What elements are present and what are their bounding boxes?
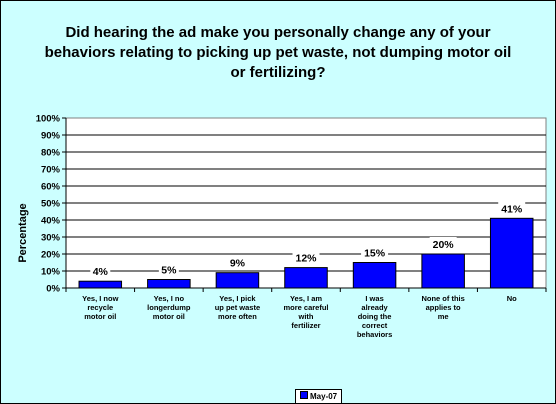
x-tick-label-line: recycle xyxy=(87,303,113,312)
x-tick-label-line: me xyxy=(438,312,449,321)
bar xyxy=(352,262,397,289)
bar xyxy=(147,279,191,289)
data-label-bg xyxy=(429,237,457,251)
x-tick-label-line: Yes, I am xyxy=(290,294,322,303)
y-tick-label: 100% xyxy=(36,114,61,125)
x-tick-label: Yes, I pick up pet waste more often xyxy=(215,294,260,321)
x-tick-label-line: longerdump xyxy=(147,303,191,312)
y-tick-label: 20% xyxy=(41,250,61,261)
bar xyxy=(489,217,534,289)
chart-title: Did hearing the ad make you personally c… xyxy=(44,24,512,81)
y-tick-label: 40% xyxy=(41,216,61,227)
data-label-bg xyxy=(361,245,389,260)
data-label: 20% xyxy=(433,239,455,251)
bar xyxy=(215,272,260,289)
data-label: 5% xyxy=(161,265,177,277)
x-tick-label: Yes, I am more careful with fertilizer xyxy=(283,294,328,330)
x-tick-label-line: Yes, I pick xyxy=(219,294,256,303)
data-label: 41% xyxy=(501,203,523,215)
x-tick-label: I was already doing the correct behaviors xyxy=(357,294,392,339)
y-tick-label: 10% xyxy=(41,267,61,278)
x-tick-label: No xyxy=(507,294,517,303)
legend-label: May-07 xyxy=(310,392,338,401)
data-label-bg xyxy=(227,255,248,270)
data-label-bg xyxy=(90,264,111,279)
x-tick-label: Yes, I no longerdump motor oil xyxy=(147,294,191,321)
data-label: 4% xyxy=(93,266,109,278)
x-tick-label-line: Yes, I no xyxy=(154,294,185,303)
y-tick-label: 0% xyxy=(46,284,60,295)
x-tick-label-line: correct xyxy=(362,321,388,330)
x-tick-label-line: motor oil xyxy=(84,312,116,321)
data-label-bg xyxy=(158,262,179,277)
x-tick-label-line: behaviors xyxy=(357,330,392,339)
x-tick-label: None of this applies to me xyxy=(421,294,464,321)
x-tick-label-line: more often xyxy=(218,312,257,321)
x-tick-label-line: fertilizer xyxy=(291,321,320,330)
x-tick-label-line: applies to xyxy=(426,303,461,312)
y-tick-label: 30% xyxy=(41,233,61,244)
x-tick-label-line: with xyxy=(298,312,314,321)
x-tick-label-line: I was xyxy=(365,294,383,303)
x-tick-label: Yes, I now recycle motor oil xyxy=(82,294,118,321)
y-tick-label: 70% xyxy=(41,165,61,176)
data-label-bg xyxy=(498,201,526,216)
bar xyxy=(78,280,123,289)
data-label: 12% xyxy=(295,253,317,265)
data-label: 9% xyxy=(230,258,246,270)
bar xyxy=(421,253,465,289)
legend-swatch xyxy=(300,391,308,399)
y-tick-label: 80% xyxy=(41,148,61,159)
y-tick-label: 90% xyxy=(41,131,61,142)
x-tick-label-line: No xyxy=(507,294,517,303)
data-label: 15% xyxy=(364,248,386,260)
x-tick-label-line: None of this xyxy=(421,294,464,303)
x-tick-label-line: Yes, I now xyxy=(82,294,118,303)
x-tick-label-line: doing the xyxy=(358,312,392,321)
x-tick-label-line: already xyxy=(361,303,388,312)
x-tick-label-line: motor oil xyxy=(153,312,185,321)
x-tick-label-line: more careful xyxy=(283,303,328,312)
bar xyxy=(284,267,328,289)
y-tick-label: 60% xyxy=(41,182,61,193)
legend: May-07 xyxy=(295,389,343,404)
y-tick-label: 50% xyxy=(41,199,61,210)
data-label-bg xyxy=(292,250,320,265)
x-tick-label-line: up pet waste xyxy=(215,303,260,312)
